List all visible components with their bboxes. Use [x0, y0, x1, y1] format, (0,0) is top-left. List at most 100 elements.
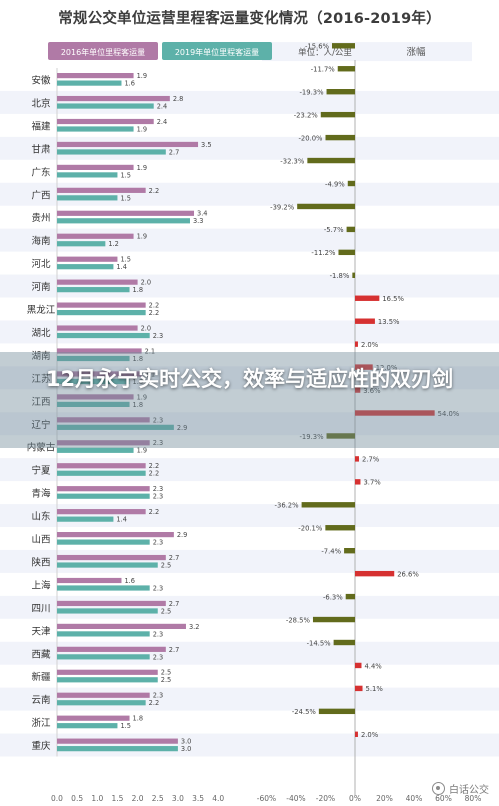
change-label: -23.2%: [294, 111, 319, 119]
bar-2019: [57, 355, 130, 362]
bar-2016: [57, 348, 142, 354]
value-label-2019: 2.9: [177, 424, 188, 432]
bar-2016: [57, 646, 166, 652]
change-label: -11.2%: [311, 249, 336, 257]
change-label: -32.3%: [280, 157, 305, 165]
bar-2019: [57, 241, 106, 247]
bar-2019: [57, 654, 150, 660]
row-stripe: [0, 458, 499, 482]
value-label-2016: 1.5: [120, 256, 131, 264]
change-bar-negative: [352, 272, 355, 278]
change-bar-positive: [355, 570, 395, 577]
change-bar-negative: [344, 548, 355, 554]
right-x-tick: 60%: [435, 794, 452, 803]
bar-2016: [57, 486, 150, 492]
bar-2019: [57, 516, 114, 522]
change-label: 3.7%: [363, 479, 381, 487]
change-bar-negative: [347, 180, 355, 187]
change-label: -15.6%: [305, 43, 330, 51]
bar-2016: [57, 623, 186, 629]
row-stripe: [0, 90, 499, 114]
row-stripe: [0, 733, 499, 757]
change-bar-negative: [331, 43, 355, 49]
bar-2016: [57, 325, 138, 331]
province-label: 山东: [31, 511, 50, 523]
left-x-tick: 4.0: [212, 794, 224, 803]
value-label-2019: 1.5: [120, 722, 131, 730]
bar-2019: [57, 562, 158, 568]
headline-text: 12月永宁实时公交，效率与适应性的双刃剑: [45, 367, 454, 391]
province-label: 江西: [31, 397, 50, 408]
bar-2016: [57, 279, 138, 285]
value-label-2016: 1.9: [137, 393, 148, 401]
bar-2019: [57, 195, 118, 201]
value-label-2019: 3.3: [193, 217, 204, 225]
left-x-tick: 1.5: [111, 794, 123, 803]
province-label: 青海: [31, 488, 51, 500]
province-label: 贵州: [31, 212, 50, 224]
bar-2016: [57, 463, 146, 469]
value-label-2016: 2.7: [169, 600, 180, 608]
left-x-tick: 2.5: [152, 794, 164, 803]
value-label-2019: 2.4: [157, 102, 168, 110]
value-label-2019: 1.6: [124, 80, 135, 88]
row-stripe: [0, 687, 499, 711]
row-stripe: [0, 136, 499, 160]
bar-2019: [57, 287, 130, 293]
change-label: 16.5%: [382, 295, 404, 303]
bar-2016: [57, 715, 130, 721]
bar-2016: [57, 577, 122, 584]
value-label-2019: 1.8: [133, 286, 144, 294]
province-label: 广西: [31, 189, 50, 201]
bar-2016: [57, 141, 199, 148]
change-label: 3.6%: [363, 387, 381, 395]
headline-banner: [0, 352, 499, 448]
chart-title: 常规公交单位运营里程客运量变化情况（2016-2019年）: [58, 11, 441, 27]
value-label-2016: 2.3: [153, 485, 164, 493]
value-label-2019: 2.5: [161, 561, 172, 569]
change-bar-negative: [312, 616, 355, 623]
right-x-tick: -60%: [257, 794, 276, 803]
change-label: -39.2%: [270, 203, 295, 211]
bar-2019: [57, 126, 134, 132]
row-stripe: [0, 549, 499, 573]
bar-2019: [57, 723, 118, 729]
province-label: 西藏: [31, 648, 51, 660]
change-label: 5.1%: [366, 685, 384, 693]
value-label-2019: 1.4: [116, 516, 127, 524]
province-label: 宁夏: [31, 465, 51, 477]
change-bar-positive: [355, 318, 375, 324]
right-x-tick: 0%: [349, 794, 361, 803]
value-label-2016: 2.9: [177, 531, 188, 539]
right-x-tick: 80%: [465, 794, 482, 803]
value-label-2019: 2.5: [161, 676, 172, 684]
change-label: -19.3%: [299, 433, 324, 441]
province-label: 陕西: [31, 556, 50, 568]
value-label-2019: 2.5: [161, 607, 172, 615]
left-x-tick: 0.0: [51, 794, 63, 803]
change-label: -20.1%: [298, 525, 323, 533]
bar-2016: [57, 187, 146, 193]
change-bar-negative: [326, 433, 355, 439]
province-label: 辽宁: [31, 419, 50, 431]
value-label-2019: 2.3: [153, 539, 164, 547]
row-stripe: [0, 274, 499, 298]
bar-2019: [57, 378, 130, 385]
legend-label-2016: 2016年单位里程客运量: [61, 47, 145, 57]
province-label: 浙江: [31, 717, 51, 729]
change-bar-negative: [346, 226, 355, 233]
value-label-2016: 1.9: [137, 164, 148, 172]
watermark-text: 白话公交: [449, 785, 489, 796]
bar-2019: [57, 493, 150, 499]
province-label: 上海: [31, 579, 51, 591]
value-label-2016: 2.8: [173, 95, 184, 103]
value-label-2016: 2.3: [153, 439, 164, 447]
change-label: 2.0%: [361, 341, 379, 349]
change-header: 涨幅: [406, 46, 426, 58]
bar-2016: [57, 210, 195, 216]
value-label-2019: 2.2: [149, 470, 160, 478]
value-label-2016: 2.0: [141, 279, 152, 287]
bar-2019: [57, 608, 158, 614]
change-bar-negative: [297, 203, 355, 210]
province-label: 河北: [31, 258, 51, 270]
